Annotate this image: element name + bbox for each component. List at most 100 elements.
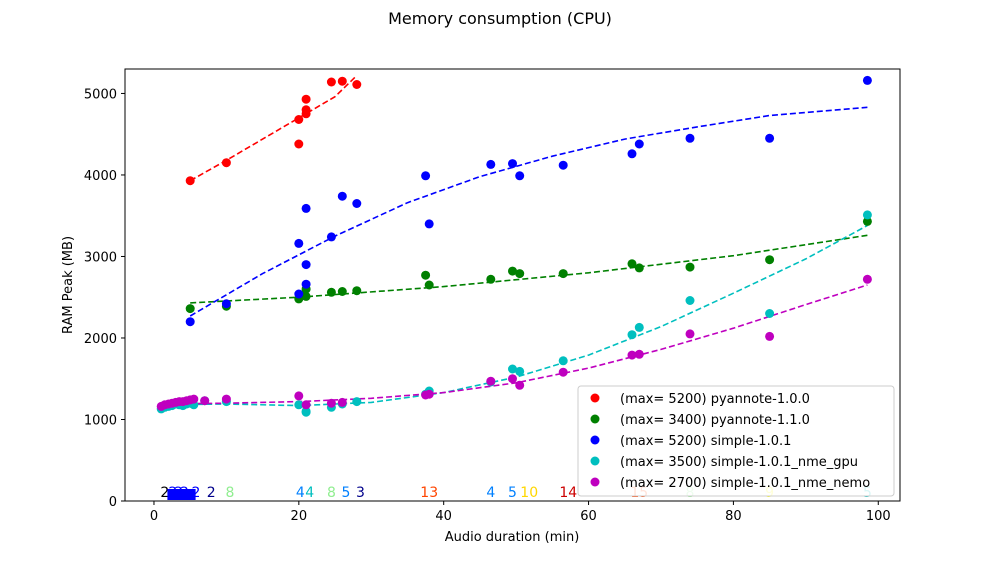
data-point-series-2 xyxy=(486,159,496,169)
count-annotation: 14 xyxy=(559,485,577,501)
data-point-series-0 xyxy=(185,176,195,186)
data-point-series-1 xyxy=(301,291,311,301)
y-tick-label: 3000 xyxy=(84,250,117,265)
legend-entry: (max= 5200) simple-1.0.1 xyxy=(620,434,791,449)
data-point-series-4 xyxy=(862,274,872,284)
data-point-series-1 xyxy=(627,259,637,269)
data-point-series-0 xyxy=(326,77,336,87)
data-point-series-1 xyxy=(508,266,517,276)
data-point-series-2 xyxy=(421,171,431,181)
count-annotation: 3 xyxy=(356,485,365,501)
legend-marker xyxy=(590,393,600,403)
data-point-series-3 xyxy=(765,309,775,318)
data-point-series-3 xyxy=(515,366,525,376)
legend-entry: (max= 3400) pyannote-1.1.0 xyxy=(620,413,810,428)
count-marker xyxy=(187,489,196,500)
data-point-series-2 xyxy=(627,149,637,159)
data-point-series-4 xyxy=(765,331,775,341)
data-point-series-3 xyxy=(862,210,872,220)
data-point-series-2 xyxy=(185,317,195,327)
data-point-series-4 xyxy=(558,367,568,377)
data-point-series-1 xyxy=(685,262,695,272)
legend-box xyxy=(577,385,895,497)
count-annotation: 4 xyxy=(296,485,305,501)
data-point-series-2 xyxy=(337,191,347,201)
data-point-series-4 xyxy=(508,374,517,384)
x-tick-label: 20 xyxy=(291,509,308,524)
legend-marker xyxy=(590,414,600,424)
data-point-series-4 xyxy=(424,389,434,399)
count-annotation: 4 xyxy=(305,485,314,501)
data-point-series-2 xyxy=(765,133,775,143)
x-tick-label: 80 xyxy=(725,509,742,524)
plot-frame xyxy=(124,68,901,502)
count-annotation: 2 xyxy=(160,485,169,501)
data-point-series-0 xyxy=(301,105,311,115)
count-annotation: 13 xyxy=(420,485,438,501)
fit-line-series-0 xyxy=(189,74,358,182)
data-point-series-1 xyxy=(421,270,431,280)
count-annotation: 8 xyxy=(327,485,336,501)
data-point-series-2 xyxy=(301,203,311,213)
data-point-series-0 xyxy=(294,115,304,124)
data-point-series-4 xyxy=(189,394,199,404)
data-point-series-1 xyxy=(558,269,568,279)
y-tick-label: 4000 xyxy=(84,169,117,184)
data-point-series-3 xyxy=(352,397,362,407)
data-point-series-2 xyxy=(326,232,336,242)
legend-entry: (max= 3500) simple-1.0.1_nme_gpu xyxy=(620,455,858,470)
data-point-series-0 xyxy=(301,94,311,104)
data-point-series-2 xyxy=(294,238,304,248)
data-point-series-4 xyxy=(326,398,336,408)
data-point-series-1 xyxy=(765,255,775,265)
data-point-series-2 xyxy=(294,289,304,299)
data-point-series-2 xyxy=(301,279,311,289)
data-point-series-2 xyxy=(352,199,362,208)
data-point-series-1 xyxy=(515,269,525,279)
data-point-series-4 xyxy=(634,349,644,359)
data-point-series-2 xyxy=(221,299,231,309)
y-tick-label: 2000 xyxy=(84,332,117,347)
data-point-series-4 xyxy=(200,396,210,406)
legend-marker xyxy=(590,477,600,487)
data-point-series-3 xyxy=(627,330,637,340)
data-point-series-1 xyxy=(352,286,362,296)
data-point-series-2 xyxy=(862,75,872,85)
count-annotation: 4 xyxy=(486,485,495,501)
data-point-series-1 xyxy=(185,304,195,314)
data-point-series-4 xyxy=(337,397,347,407)
data-point-series-4 xyxy=(221,394,231,404)
data-point-series-1 xyxy=(486,274,496,284)
chart-title: Memory consumption (CPU) xyxy=(388,9,612,28)
y-tick-label: 5000 xyxy=(84,87,117,102)
fit-line-series-1 xyxy=(190,234,868,304)
data-point-series-4 xyxy=(294,391,304,401)
data-point-series-4 xyxy=(685,329,695,339)
data-point-series-1 xyxy=(424,280,434,290)
count-annotation: 2 xyxy=(192,485,201,501)
data-point-series-0 xyxy=(337,76,347,86)
data-point-series-0 xyxy=(352,80,362,89)
legend-marker xyxy=(590,435,600,445)
data-point-series-0 xyxy=(294,139,304,149)
count-annotation: 8 xyxy=(226,485,235,501)
data-point-series-0 xyxy=(221,158,231,168)
data-point-series-3 xyxy=(558,356,568,366)
x-tick-label: 100 xyxy=(866,509,891,524)
y-tick-label: 0 xyxy=(109,495,117,510)
data-point-series-4 xyxy=(486,376,496,386)
data-point-series-3 xyxy=(634,322,644,332)
count-annotation: 5 xyxy=(341,485,350,501)
fit-line-series-3 xyxy=(161,224,868,407)
data-point-series-2 xyxy=(685,133,695,143)
data-point-series-3 xyxy=(685,296,695,305)
y-tick-label: 1000 xyxy=(84,413,117,428)
data-point-series-4 xyxy=(627,350,637,360)
count-annotation: 10 xyxy=(520,485,538,501)
x-axis-label: Audio duration (min) xyxy=(445,530,580,545)
count-annotation: 2 xyxy=(207,485,216,501)
x-tick-label: 40 xyxy=(435,509,452,524)
x-tick-label: 0 xyxy=(150,509,158,524)
